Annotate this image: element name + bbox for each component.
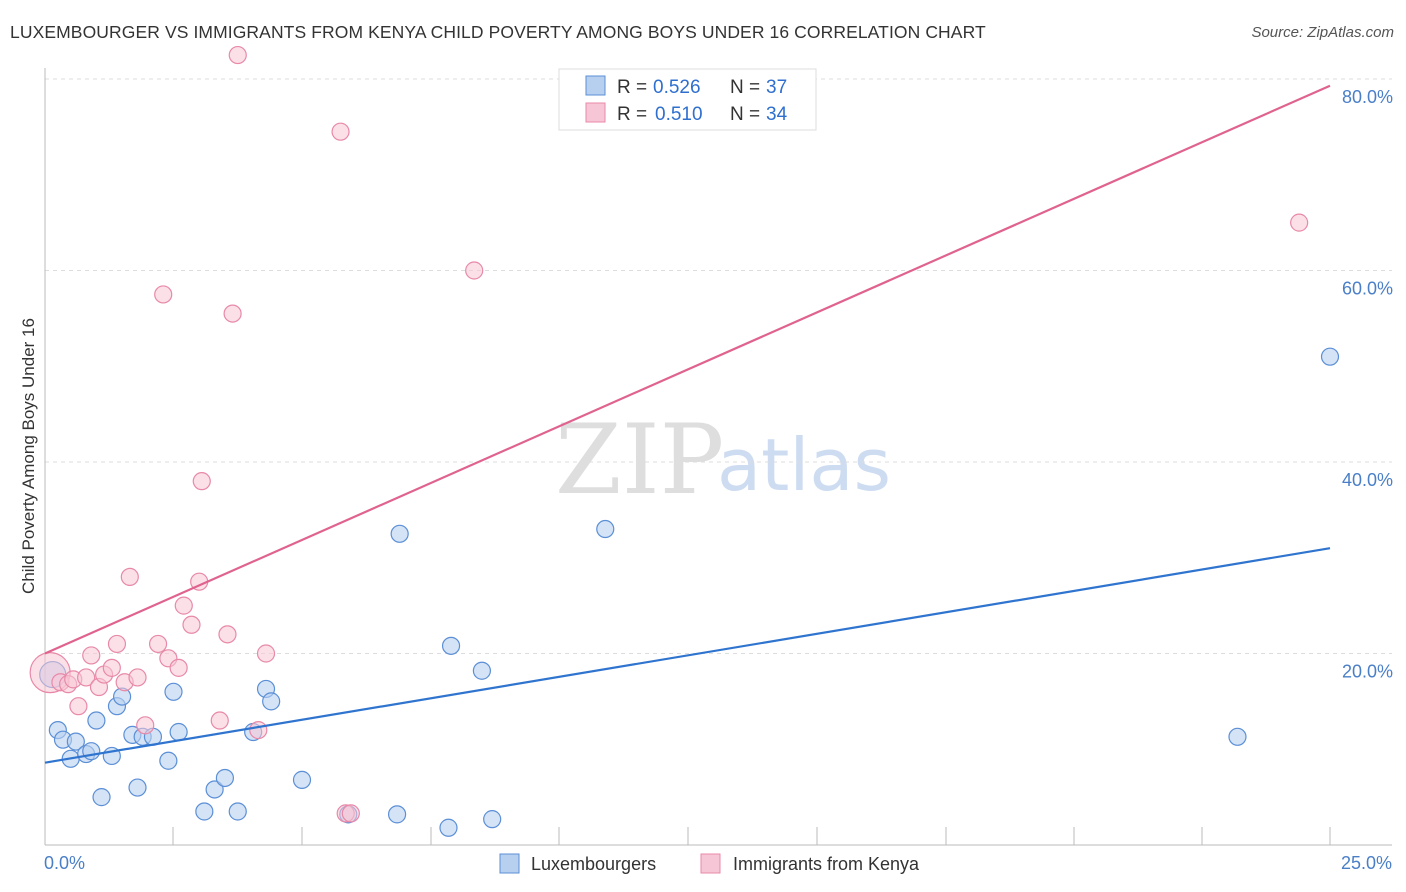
kenya-point-23 (210, 711, 229, 730)
luxembourger-point-32 (472, 661, 491, 680)
kenya-point-12 (120, 567, 139, 587)
y-tick-label-40: 40.0% (1342, 470, 1393, 490)
kenya-point-32 (465, 261, 484, 280)
source-credit: Source: ZipAtlas.com (1251, 24, 1394, 41)
luxembourger-point-25 (262, 692, 281, 711)
kenya-point-4 (69, 697, 88, 716)
trend-lines (44, 84, 1331, 764)
series-legend-label-luxembourgers: Luxembourgers (531, 854, 656, 874)
stats-legend: R = 0.526 N = 37 R = 0.510 N = 34 (558, 68, 817, 131)
data-points (29, 45, 1340, 837)
kenya-point-22 (192, 472, 211, 491)
kenya-point-20 (182, 615, 201, 634)
luxembourger-point-7 (87, 711, 106, 730)
luxembourger-point-29 (390, 524, 409, 543)
x-ticks (44, 827, 1331, 845)
luxembourger-point-13 (128, 778, 147, 797)
x-tick-label-max: 25.0% (1341, 853, 1392, 873)
kenya-point-6 (82, 646, 101, 665)
series-legend: Luxembourgers Immigrants from Kenya (499, 853, 920, 874)
luxembourger-point-26 (292, 770, 312, 789)
watermark-zip: ZIP (555, 404, 724, 516)
luxembourger-point-16 (159, 751, 178, 770)
luxembourger-point-22 (228, 802, 247, 821)
watermark-atlas: atlas (717, 423, 891, 507)
legend-n-label-luxembourgers: N = (730, 77, 760, 98)
kenya-point-14 (136, 716, 155, 735)
luxembourger-point-20 (205, 780, 224, 799)
kenya-point-27 (249, 720, 268, 740)
kenya-point-26 (228, 45, 247, 65)
legend-r-value-luxembourgers: 0.526 (653, 77, 701, 98)
kenya-trend-line (44, 84, 1331, 655)
luxembourger-point-19 (195, 802, 214, 821)
x-tick-label-min: 0.0% (44, 853, 85, 873)
y-tick-labels: 20.0% 40.0% 60.0% 80.0% (1342, 87, 1393, 682)
y-tick-label-80: 80.0% (1342, 87, 1393, 107)
luxembourger-point-28 (387, 805, 407, 824)
watermark: ZIP atlas (555, 404, 891, 516)
series-legend-swatch-luxembourgers (499, 853, 520, 874)
kenya-point-29 (331, 122, 350, 141)
chart-title: LUXEMBOURGER VS IMMIGRANTS FROM KENYA CH… (10, 22, 986, 42)
legend-swatch-kenya (585, 102, 606, 123)
kenya-point-16 (154, 285, 173, 304)
luxembourger-point-35 (1228, 727, 1247, 746)
kenya-point-24 (218, 625, 237, 644)
luxembourger-point-31 (441, 636, 461, 655)
y-tick-label-20: 20.0% (1342, 662, 1393, 682)
kenya-point-15 (148, 634, 168, 654)
legend-r-label-kenya: R = (617, 104, 647, 125)
kenya-point-10 (107, 634, 127, 654)
kenya-point-31 (341, 804, 360, 823)
kenya-point-18 (169, 658, 188, 677)
legend-r-value-kenya: 0.510 (655, 104, 703, 125)
y-tick-label-60: 60.0% (1342, 279, 1393, 299)
legend-n-value-luxembourgers: 37 (766, 77, 787, 98)
luxembourger-point-18 (169, 722, 188, 742)
legend-n-label-kenya: N = (730, 104, 760, 125)
luxembourger-point-30 (439, 818, 458, 837)
y-axis-label: Child Poverty Among Boys Under 16 (19, 318, 38, 594)
kenya-point-33 (1290, 213, 1309, 232)
kenya-point-9 (102, 658, 121, 677)
kenya-point-5 (77, 668, 96, 687)
luxembourger-point-8 (92, 788, 111, 807)
series-legend-swatch-kenya (700, 853, 721, 874)
luxembourger-point-36 (1320, 347, 1340, 366)
luxembourger-point-34 (596, 519, 615, 539)
legend-swatch-luxembourgers (585, 75, 606, 96)
kenya-point-13 (128, 668, 147, 687)
luxembourger-point-21 (215, 768, 234, 788)
luxembourger-trend-line (44, 547, 1331, 764)
series-legend-label-kenya: Immigrants from Kenya (733, 854, 920, 874)
luxembourger-point-17 (164, 682, 183, 701)
luxembourger-point-33 (483, 810, 502, 829)
grid-lines (45, 78, 1392, 654)
kenya-point-28 (256, 644, 276, 663)
luxembourger-point-4 (66, 732, 85, 751)
kenya-point-19 (174, 596, 193, 615)
legend-r-label-luxembourgers: R = (617, 77, 647, 98)
legend-n-value-kenya: 34 (766, 104, 788, 125)
kenya-point-25 (223, 304, 242, 323)
luxembourger-point-6 (82, 742, 101, 761)
